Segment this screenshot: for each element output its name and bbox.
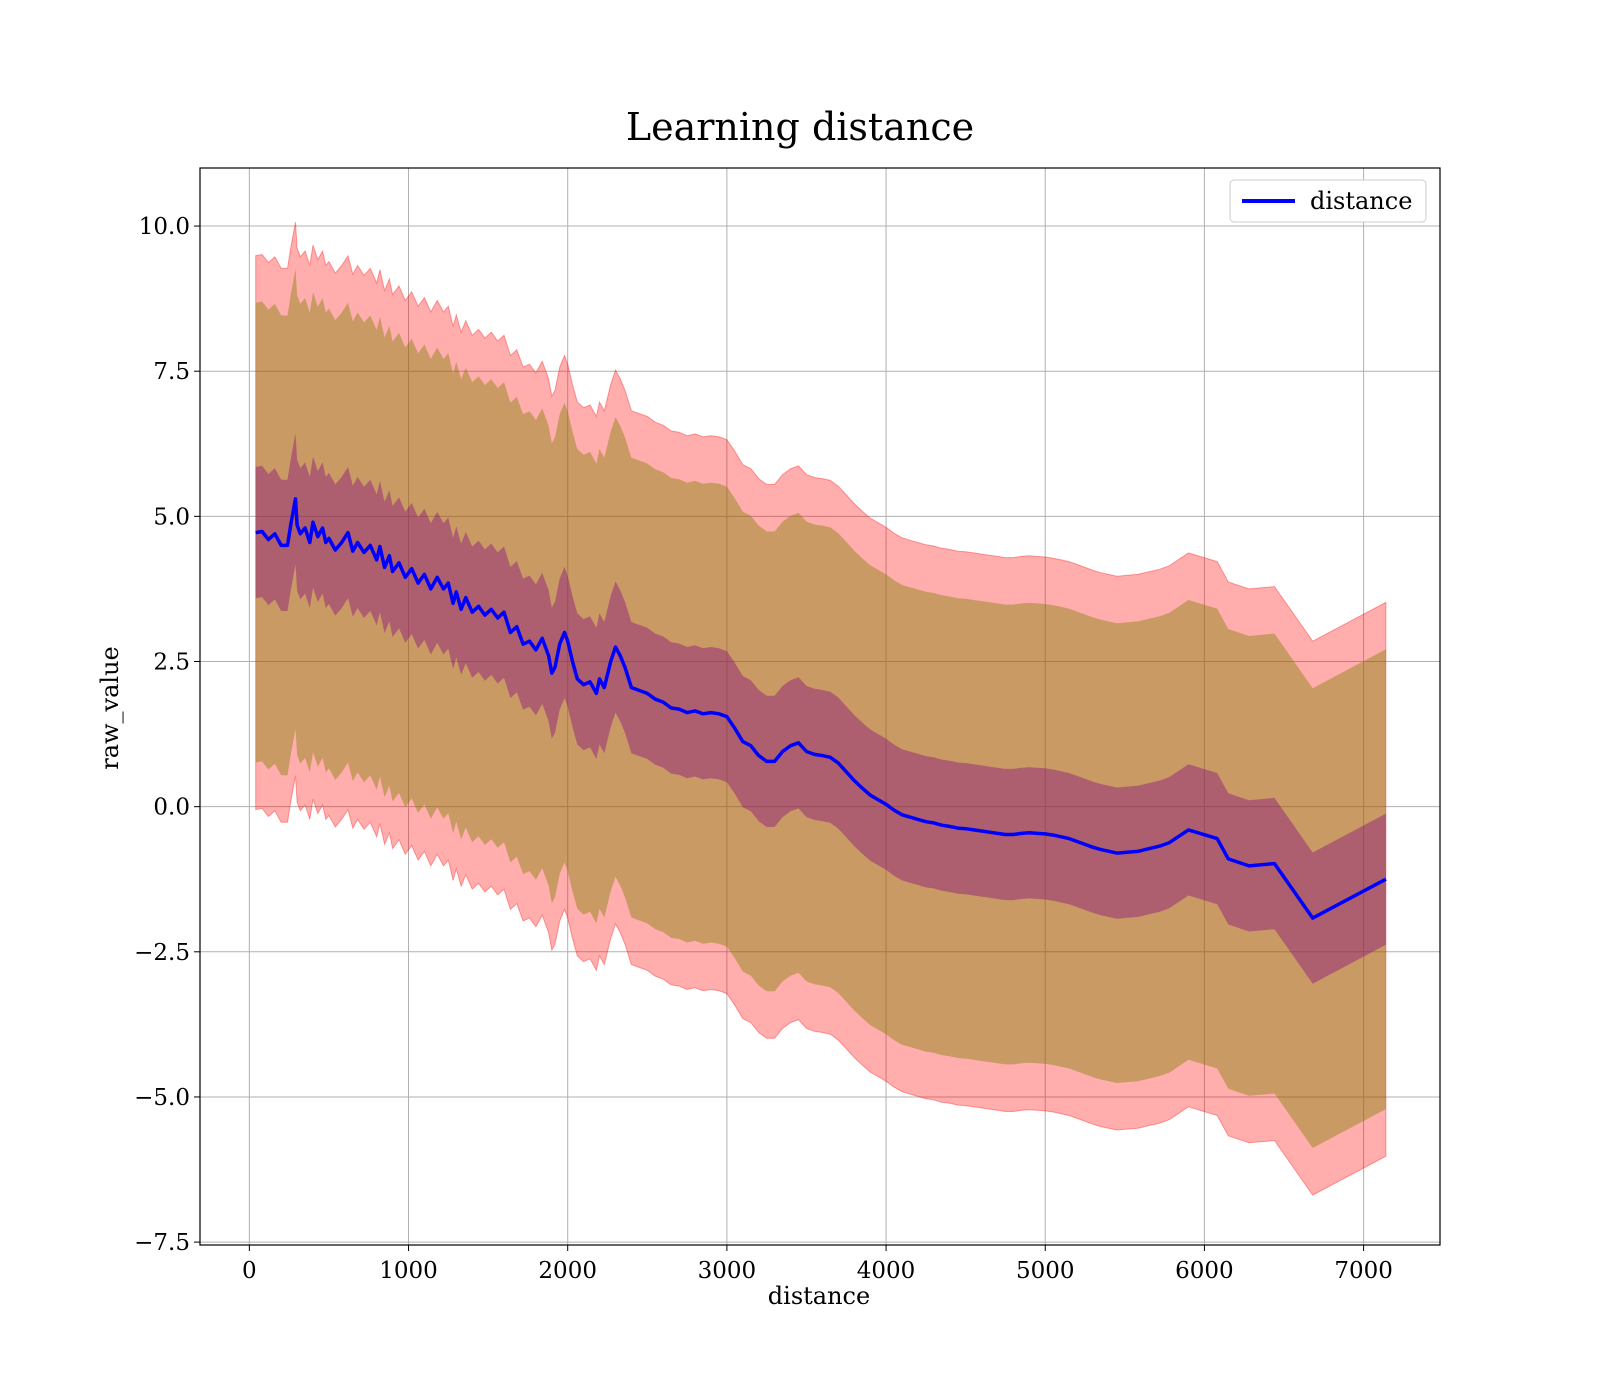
x-tick-label: 3000 [698, 1258, 757, 1284]
x-tick-label: 2000 [538, 1258, 597, 1284]
legend-label-distance: distance [1310, 187, 1412, 215]
inner-band [255, 433, 1386, 984]
x-tick-label: 6000 [1175, 1258, 1234, 1284]
x-axis: 0 1000 2000 3000 4000 5000 6000 7000 [242, 1245, 1393, 1284]
outer-band [255, 221, 1387, 1196]
x-axis-label: distance [768, 1282, 870, 1310]
y-tick-label: −5.0 [134, 1085, 190, 1111]
plot-frame [199, 167, 1441, 1246]
legend-box [1229, 179, 1427, 223]
x-tick-label: 1000 [379, 1258, 438, 1284]
chart-title: Learning distance [626, 105, 974, 149]
grid-lines [200, 168, 1440, 1245]
series-lines [255, 497, 1387, 920]
y-axis: −7.5 −5.0 −2.5 0.0 2.5 5.0 7.5 10.0 [134, 214, 200, 1256]
legend: distance [1229, 179, 1427, 223]
y-axis-label: raw_value [96, 646, 124, 770]
y-tick-label: −2.5 [134, 940, 190, 966]
x-tick-label: 7000 [1334, 1258, 1393, 1284]
confidence-bands [255, 221, 1387, 1196]
y-tick-label: 10.0 [139, 214, 190, 240]
y-tick-label: 0.0 [153, 795, 190, 821]
x-tick-label: 4000 [857, 1258, 916, 1284]
y-tick-label: 2.5 [153, 650, 190, 676]
y-tick-label: −7.5 [134, 1230, 190, 1256]
x-tick-label: 0 [242, 1258, 257, 1284]
x-tick-label: 5000 [1016, 1258, 1075, 1284]
middle-band [255, 269, 1386, 1148]
y-tick-label: 5.0 [153, 504, 190, 530]
series-line-distance [255, 497, 1387, 920]
y-tick-label: 7.5 [153, 359, 190, 385]
